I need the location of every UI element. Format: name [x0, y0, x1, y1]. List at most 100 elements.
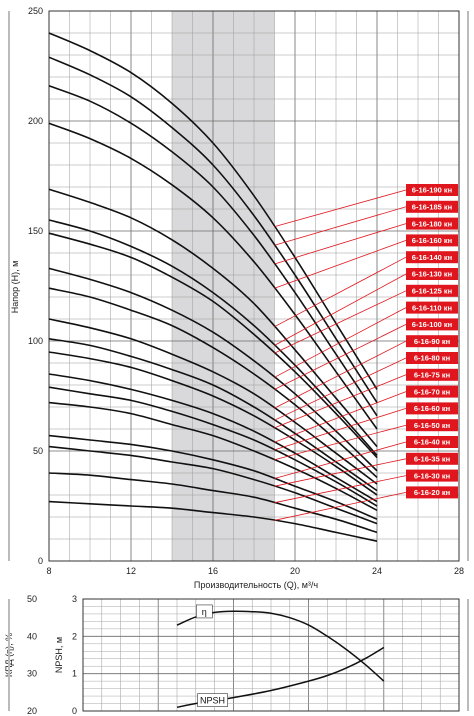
- label-leader-line: [274, 340, 407, 409]
- head-curve-line: [48, 434, 378, 520]
- head-curve-line: [48, 373, 378, 503]
- series-label-box: [406, 436, 458, 448]
- efficiency-curve-line: [176, 610, 385, 682]
- x-tick-label: 8: [46, 566, 51, 576]
- efficiency-tag-box: [196, 604, 213, 619]
- head-curve-line: [48, 401, 378, 512]
- npsh-tick-label: 2: [72, 631, 77, 641]
- label-leader-line: [274, 374, 407, 429]
- y-tick-label: 200: [28, 116, 43, 126]
- series-label-box: [406, 368, 458, 381]
- label-leader-line: [274, 256, 407, 328]
- y-tick-label: 50: [33, 446, 43, 456]
- series-label-box: [406, 318, 458, 331]
- y-tick-label: 250: [28, 6, 43, 16]
- head-curve-line: [48, 267, 378, 472]
- head-curve-line: [48, 85, 378, 417]
- series-label-box: [406, 469, 458, 482]
- label-leader-line: [274, 441, 407, 479]
- series-label-box: [406, 452, 458, 465]
- label-leader-line: [274, 458, 407, 487]
- label-leader-line: [274, 206, 407, 246]
- y-tick-label: 100: [28, 336, 43, 346]
- series-label: 6-16-90 кн: [414, 337, 450, 346]
- series-label-box: [406, 419, 458, 432]
- head-curve-line: [48, 188, 378, 448]
- series-label-box: [406, 251, 458, 264]
- flow-axis-label: Производительность (Q), м³/ч: [194, 580, 319, 590]
- series-label-box: [406, 200, 458, 213]
- series-label: 6-16-20 кн: [414, 488, 450, 497]
- head-curve-line: [48, 386, 378, 507]
- x-tick-label: 12: [126, 566, 136, 576]
- head-curve-line: [48, 219, 378, 456]
- series-label-box: [406, 284, 458, 297]
- y-tick-label: 150: [28, 226, 43, 236]
- series-label: 6-16-125 кн: [412, 287, 452, 296]
- series-label: 6-16-70 кн: [414, 387, 450, 396]
- head-curve-line: [48, 32, 378, 390]
- label-leader-line: [274, 492, 407, 521]
- series-label: 6-16-30 кн: [414, 471, 450, 480]
- x-tick-label: 20: [290, 566, 300, 576]
- series-label: 6-16-50 кн: [414, 421, 450, 430]
- efficiency-tick-label: 50: [27, 594, 37, 604]
- head-curve-line: [48, 318, 378, 485]
- head-chart: 0 50 100 150 200 250 8 12 16 20 24 28 6-16-190 кн 6-1…: [8, 6, 469, 576]
- npsh-tick-label: 3: [72, 594, 77, 604]
- series-label-box: [406, 184, 458, 196]
- series-label: 6-16-140 кн: [412, 253, 452, 262]
- label-leader-line: [274, 357, 407, 421]
- series-label: 6-16-130 кн: [412, 270, 452, 279]
- series-label-box: [406, 486, 458, 499]
- npsh-tick-label: 1: [72, 669, 77, 679]
- head-curve-line: [48, 472, 378, 534]
- head-curve-line: [48, 287, 378, 478]
- efficiency-npsh-chart: 20 30 40 50 0 1 2 3 η NPSH: [8, 594, 469, 716]
- npsh-axis-label: NPSH, м: [54, 637, 64, 673]
- npsh-tick-label: 0: [72, 706, 77, 716]
- series-label: 6-16-160 кн: [412, 236, 452, 245]
- label-leader-line: [274, 240, 407, 289]
- npsh-tag-box: [197, 693, 228, 707]
- series-label-box: [406, 217, 458, 230]
- series-label: 6-16-80 кн: [414, 354, 450, 363]
- series-label: 6-16-110 кн: [412, 303, 452, 312]
- head-curve-line: [48, 232, 378, 459]
- efficiency-tick-label: 30: [27, 669, 37, 679]
- y-tick-label: 0: [38, 556, 43, 566]
- efficiency-tag: η: [202, 607, 207, 617]
- label-leader-line: [274, 290, 407, 354]
- plot-frame: [82, 598, 460, 712]
- series-label-box: [406, 385, 458, 398]
- label-leader-line: [274, 307, 407, 378]
- x-tick-label: 24: [372, 566, 382, 576]
- series-label: 6-16-60 кн: [414, 404, 450, 413]
- efficiency-tick-label: 40: [27, 631, 37, 641]
- series-label-box: [406, 234, 458, 247]
- series-label: 6-16-75 кн: [414, 371, 450, 380]
- series-label: 6-16-190 кн: [412, 186, 452, 195]
- series-label: 6-16-185 кн: [412, 203, 452, 212]
- label-leader-line: [274, 475, 407, 504]
- series-label: 6-16-35 кн: [414, 455, 450, 464]
- head-curve-line: [48, 338, 378, 492]
- label-leader-line: [274, 273, 407, 346]
- series-label: 6-16-180 кн: [412, 219, 452, 228]
- plot-frame: [48, 10, 460, 562]
- npsh-tag: NPSH: [200, 696, 225, 706]
- label-leader-line: [274, 408, 407, 451]
- x-tick-label: 28: [454, 566, 464, 576]
- series-label: 6-16-100 кн: [412, 320, 452, 329]
- series-label-box: [406, 301, 458, 314]
- head-curve-line: [48, 500, 378, 542]
- label-leader-line: [274, 424, 407, 461]
- head-curve-line: [48, 351, 378, 496]
- head-curve-line: [48, 56, 378, 404]
- series-label: 6-16-40 кн: [414, 438, 450, 447]
- head-curve-line: [48, 445, 378, 525]
- series-label-box: [406, 402, 458, 415]
- series-label-box: [406, 352, 458, 364]
